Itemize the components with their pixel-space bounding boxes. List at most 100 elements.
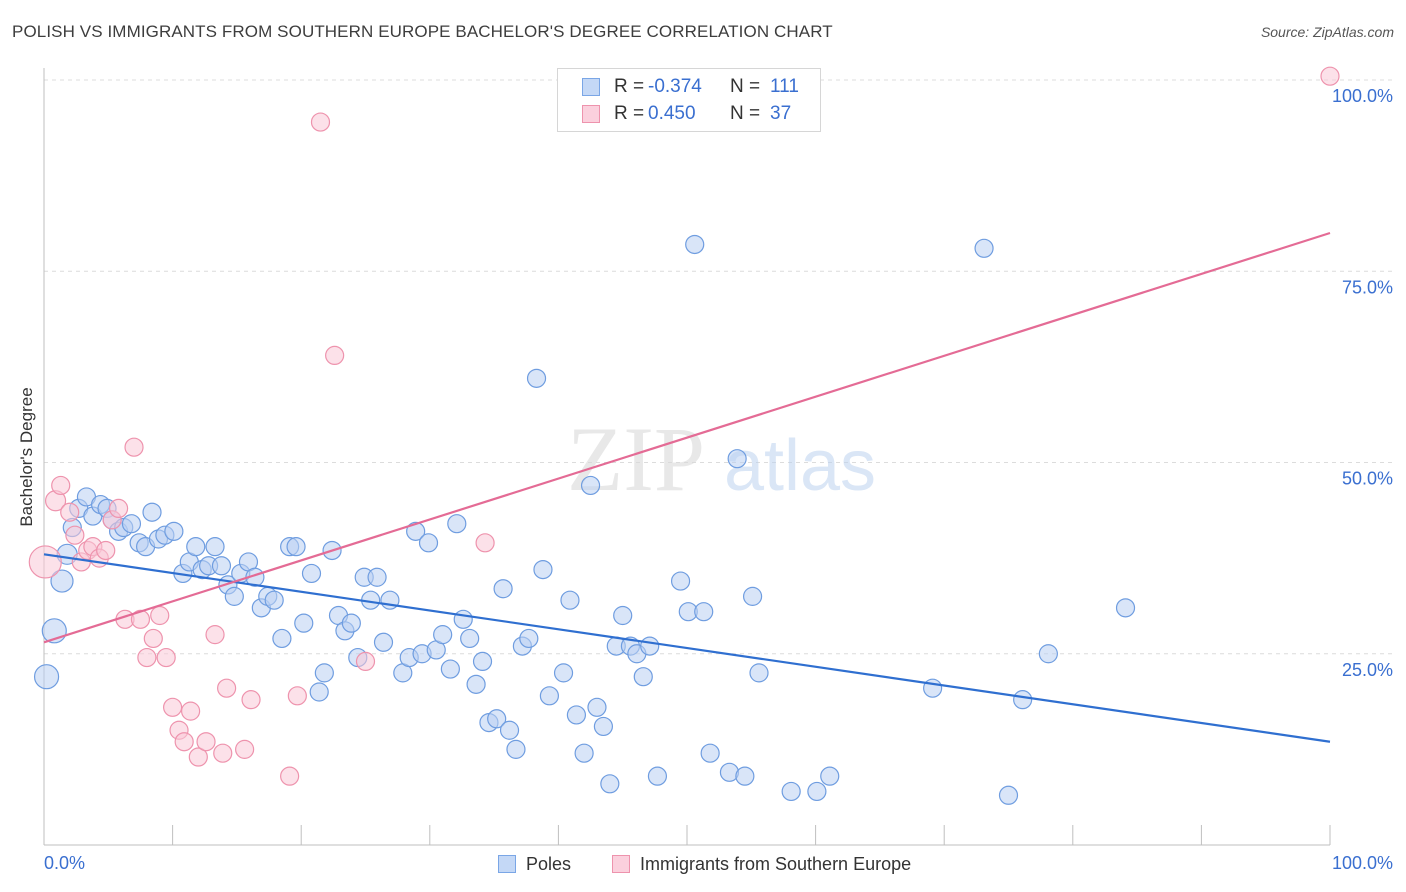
poles-point	[466, 674, 486, 694]
poles-point	[406, 521, 426, 541]
x-tick-label: 0.0%	[44, 853, 85, 873]
immigrants-point	[96, 540, 116, 561]
poles-point	[186, 537, 206, 557]
poles-point	[286, 537, 306, 557]
poles-point	[493, 579, 513, 599]
poles-point	[1013, 690, 1033, 710]
bottom-legend-immigrants: Immigrants from Southern Europe	[612, 852, 911, 876]
bottom-legend-swatch-immigrants	[612, 855, 630, 873]
poles-trend-line	[43, 553, 1331, 743]
poles-point	[633, 667, 653, 687]
bottom-legend-label-immigrants: Immigrants from Southern Europe	[640, 853, 912, 874]
poles-point	[33, 664, 60, 690]
watermark-zip: ZIP	[567, 408, 705, 510]
source-label: Source: ZipAtlas.com	[1260, 24, 1394, 40]
poles-point	[309, 682, 329, 702]
immigrants-point	[310, 112, 331, 132]
poles-point	[735, 766, 755, 786]
immigrants-point	[108, 498, 129, 518]
trend-layer	[43, 231, 1331, 743]
poles-point	[224, 586, 244, 606]
immigrants-point	[325, 345, 345, 365]
y-tick-label: 50.0%	[1342, 469, 1393, 489]
poles-point	[670, 571, 691, 591]
poles-point	[526, 368, 547, 388]
poles-point	[560, 590, 580, 610]
poles-point	[314, 663, 334, 683]
poles-point	[301, 563, 322, 584]
poles-point	[566, 705, 587, 725]
poles-point	[447, 514, 467, 534]
poles-point	[418, 533, 439, 553]
poles-point	[587, 697, 607, 717]
axis-layer	[43, 68, 1331, 846]
poles-point	[685, 234, 705, 255]
chart-title: POLISH VS IMMIGRANTS FROM SOUTHERN EUROP…	[12, 22, 833, 41]
immigrants-point	[355, 651, 376, 672]
immigrants-point	[65, 525, 85, 545]
poles-point	[341, 613, 361, 633]
immigrants-point	[163, 697, 183, 717]
immigrants-point	[196, 732, 216, 752]
poles-point	[506, 739, 526, 759]
poles-point	[50, 569, 74, 593]
poles-point	[727, 449, 747, 469]
legend-swatch-poles	[582, 78, 600, 96]
poles-point	[749, 663, 769, 683]
immigrants-point	[280, 766, 300, 786]
correlation-legend: R = -0.374 N = 111 R = 0.450 N = 37	[557, 68, 821, 132]
poles-point	[533, 559, 553, 580]
poles-point	[440, 659, 460, 679]
r-label: R =	[614, 76, 645, 97]
bottom-legend-swatch-poles	[498, 855, 516, 873]
poles-point	[453, 609, 473, 629]
immigrants-point	[287, 686, 307, 706]
poles-point	[974, 238, 994, 258]
poles-point	[519, 628, 539, 649]
bottom-legend-poles: Poles	[498, 852, 571, 876]
immigrants-point	[143, 628, 163, 649]
poles-point	[600, 774, 620, 794]
points-layer	[28, 66, 1340, 805]
immigrants-point	[241, 690, 261, 710]
r-value: 0.450	[648, 103, 696, 124]
poles-point	[820, 766, 840, 786]
n-value: 37	[770, 103, 792, 124]
poles-point	[1115, 598, 1136, 618]
y-tick-label: 75.0%	[1342, 277, 1393, 297]
watermark-atlas: atlas	[724, 426, 876, 506]
poles-point	[1038, 644, 1058, 664]
n-label: N =	[730, 103, 761, 124]
immigrants-point	[150, 605, 170, 626]
poles-point	[121, 514, 142, 534]
y-tick-label: 25.0%	[1342, 660, 1393, 680]
poles-point	[433, 625, 453, 645]
immigrants-point	[137, 647, 157, 668]
poles-point	[998, 785, 1019, 805]
legend-swatch-immigrants	[582, 105, 600, 123]
y-axis-label: Bachelor's Degree	[17, 387, 36, 527]
poles-point	[640, 636, 660, 656]
immigrants-point	[174, 732, 194, 752]
immigrants-point	[475, 533, 495, 553]
poles-point	[142, 502, 162, 522]
poles-point	[487, 709, 507, 729]
poles-point	[694, 602, 714, 622]
poles-point	[499, 720, 520, 740]
immigrants-point	[28, 545, 62, 579]
immigrants-point	[213, 743, 233, 763]
immigrants-trend-line	[43, 231, 1331, 644]
tick-labels: 25.0% 50.0% 75.0% 100.0% 0.0% 100.0%	[44, 86, 1393, 873]
poles-point	[742, 586, 763, 606]
poles-point	[553, 663, 574, 683]
poles-point	[580, 475, 601, 496]
immigrants-point	[181, 701, 201, 721]
immigrants-point	[60, 502, 80, 522]
poles-point	[574, 743, 594, 763]
poles-point	[205, 537, 225, 557]
poles-point	[272, 628, 292, 649]
r-label: R =	[614, 103, 645, 124]
y-tick-label: 100.0%	[1332, 86, 1393, 106]
immigrants-point	[217, 678, 237, 698]
